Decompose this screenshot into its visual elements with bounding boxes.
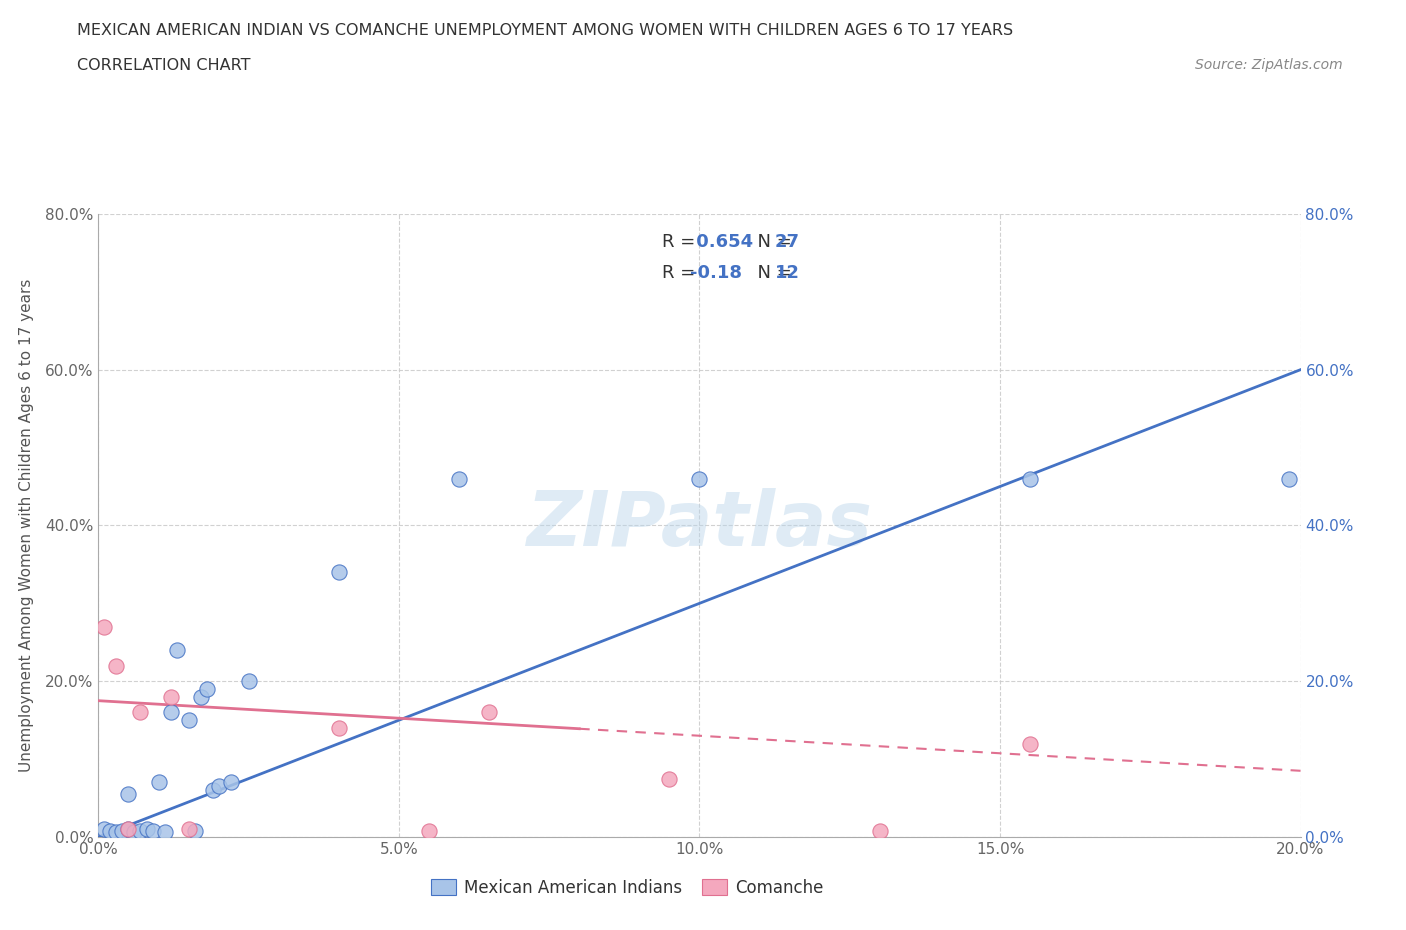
Y-axis label: Unemployment Among Women with Children Ages 6 to 17 years: Unemployment Among Women with Children A… bbox=[18, 279, 34, 772]
Point bbox=[93, 822, 115, 837]
Text: 27: 27 bbox=[775, 233, 800, 251]
Text: N =: N = bbox=[747, 233, 797, 251]
Legend: Mexican American Indians, Comanche: Mexican American Indians, Comanche bbox=[425, 872, 831, 903]
Point bbox=[93, 619, 115, 634]
Point bbox=[195, 682, 218, 697]
Point bbox=[129, 823, 152, 838]
Point bbox=[124, 824, 146, 839]
Text: R =: R = bbox=[662, 233, 702, 251]
Text: R =: R = bbox=[662, 264, 702, 282]
Point bbox=[159, 689, 181, 704]
Point bbox=[166, 643, 188, 658]
Point bbox=[1277, 472, 1299, 486]
Point bbox=[869, 823, 891, 838]
Point bbox=[105, 658, 128, 673]
Point bbox=[100, 823, 122, 838]
Point bbox=[148, 775, 170, 790]
Point bbox=[447, 472, 470, 486]
Point bbox=[1019, 472, 1042, 486]
Point bbox=[208, 779, 231, 794]
Point bbox=[478, 705, 501, 720]
Point bbox=[689, 472, 711, 486]
Point bbox=[135, 822, 157, 837]
Point bbox=[117, 787, 139, 802]
Point bbox=[159, 705, 181, 720]
Text: 0.654: 0.654 bbox=[690, 233, 754, 251]
Point bbox=[418, 823, 440, 838]
Point bbox=[238, 673, 260, 688]
Point bbox=[177, 822, 200, 837]
Point bbox=[658, 771, 681, 786]
Point bbox=[153, 824, 176, 839]
Point bbox=[201, 783, 224, 798]
Text: MEXICAN AMERICAN INDIAN VS COMANCHE UNEMPLOYMENT AMONG WOMEN WITH CHILDREN AGES : MEXICAN AMERICAN INDIAN VS COMANCHE UNEM… bbox=[77, 23, 1014, 38]
Text: 12: 12 bbox=[775, 264, 800, 282]
Text: ZIPatlas: ZIPatlas bbox=[526, 488, 873, 563]
Point bbox=[190, 689, 212, 704]
Point bbox=[105, 824, 128, 839]
Point bbox=[219, 775, 242, 790]
Point bbox=[1019, 737, 1042, 751]
Point bbox=[129, 705, 152, 720]
Point bbox=[111, 823, 134, 838]
Text: CORRELATION CHART: CORRELATION CHART bbox=[77, 58, 250, 73]
Point bbox=[117, 822, 139, 837]
Point bbox=[177, 712, 200, 727]
Point bbox=[328, 565, 350, 579]
Point bbox=[183, 823, 205, 838]
Point bbox=[117, 822, 139, 837]
Text: -0.18: -0.18 bbox=[690, 264, 742, 282]
Point bbox=[328, 721, 350, 736]
Text: Source: ZipAtlas.com: Source: ZipAtlas.com bbox=[1195, 58, 1343, 72]
Point bbox=[141, 823, 163, 838]
Text: N =: N = bbox=[747, 264, 797, 282]
